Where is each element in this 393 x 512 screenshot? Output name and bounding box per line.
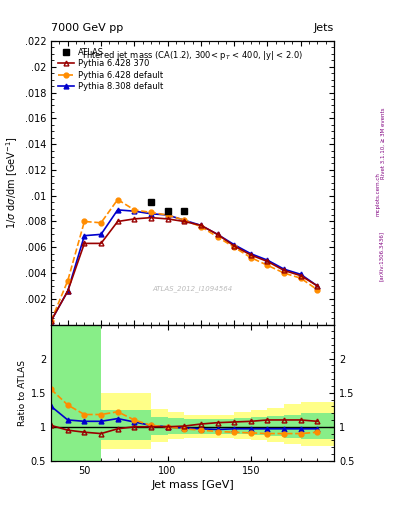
Bar (284, 404, 301, 444)
Text: Filtered jet mass (CA(1.2), 300< p$_T$ < 400, |y| < 2.0): Filtered jet mass (CA(1.2), 300< p$_T$ <… (82, 50, 303, 62)
Bar (68, 325, 101, 461)
Y-axis label: 1/$\sigma$ d$\sigma$/dm [GeV$^{-1}$]: 1/$\sigma$ d$\sigma$/dm [GeV$^{-1}$] (5, 136, 20, 229)
Text: [arXiv:1306.3436]: [arXiv:1306.3436] (379, 231, 384, 281)
Bar (201, 419, 218, 434)
Bar (151, 409, 167, 442)
Legend: ATLAS, Pythia 6.428 370, Pythia 6.428 default, Pythia 8.308 default: ATLAS, Pythia 6.428 370, Pythia 6.428 de… (55, 45, 165, 94)
Bar (167, 412, 184, 439)
Bar (51, 325, 68, 461)
Bar (218, 419, 234, 434)
Bar (167, 418, 184, 434)
Bar (301, 413, 334, 439)
Text: Jets: Jets (314, 23, 334, 33)
Bar (268, 416, 284, 436)
Bar (284, 415, 301, 438)
Bar (101, 411, 151, 440)
Bar (251, 411, 268, 440)
Bar (218, 415, 234, 438)
Bar (201, 415, 218, 438)
Text: Rivet 3.1.10, ≥ 3M events: Rivet 3.1.10, ≥ 3M events (381, 108, 386, 179)
Bar (251, 417, 268, 435)
Y-axis label: Ratio to ATLAS: Ratio to ATLAS (18, 360, 27, 425)
Bar (301, 402, 334, 446)
Text: mcplots.cern.ch: mcplots.cern.ch (376, 173, 381, 217)
Bar (101, 393, 151, 449)
Text: 7000 GeV pp: 7000 GeV pp (51, 23, 123, 33)
Bar (51, 325, 68, 461)
Bar (68, 325, 101, 461)
X-axis label: Jet mass [GeV]: Jet mass [GeV] (151, 480, 234, 490)
Text: ATLAS_2012_I1094564: ATLAS_2012_I1094564 (152, 286, 233, 292)
Bar (184, 419, 201, 434)
Bar (268, 408, 284, 442)
Bar (234, 418, 251, 434)
Bar (184, 415, 201, 438)
Bar (151, 417, 167, 435)
Bar (234, 412, 251, 439)
